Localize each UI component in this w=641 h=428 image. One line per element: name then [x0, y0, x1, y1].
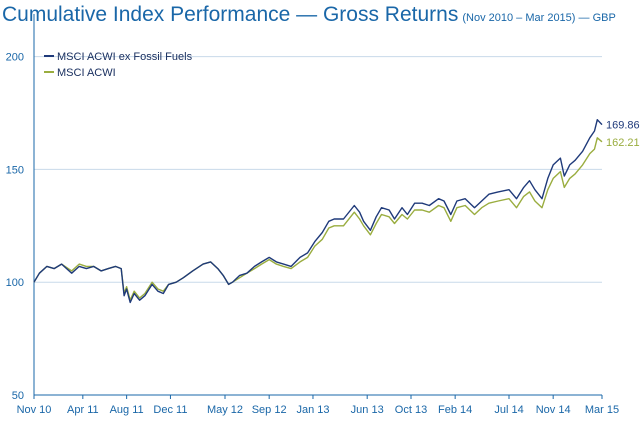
x-tick-label-10: Jul 14	[494, 404, 523, 416]
y-tick-label-1: 100	[6, 277, 24, 289]
x-tick-label-7: Jun 13	[351, 404, 384, 416]
x-tick-label-12: Mar 15	[585, 404, 619, 416]
series-lines	[33, 119, 603, 304]
y-tick-label-0: 50	[12, 390, 24, 402]
series-line-2	[33, 137, 603, 301]
x-tick-label-5: Sep 12	[252, 404, 287, 416]
end-labels: 169.86 162.21	[606, 120, 640, 149]
x-tick-label-2: Aug 11	[110, 404, 144, 416]
x-tick-label-11: Nov 14	[536, 404, 571, 416]
x-tick-label-1: Apr 11	[67, 404, 99, 416]
end-label-series-1: 169.86	[606, 120, 640, 132]
chart-title: Cumulative Index Performance — Gross Ret…	[2, 3, 459, 26]
legend-label-series-2: MSCI ACWI	[57, 67, 116, 79]
gridlines	[34, 56, 602, 283]
legend-label-series-1: MSCI ACWI ex Fossil Fuels	[57, 51, 193, 63]
y-tick-label-2: 150	[6, 164, 24, 176]
end-label-series-2: 162.21	[606, 137, 640, 149]
chart-subtitle: (Nov 2010 – Mar 2015) — GBP	[462, 12, 616, 24]
x-tick-label-9: Feb 14	[438, 404, 472, 416]
series-line-1	[33, 119, 603, 304]
x-tick-label-6: Jan 13	[296, 404, 329, 416]
legend: MSCI ACWI ex Fossil Fuels MSCI ACWI	[44, 51, 193, 79]
y-tick-label-3: 200	[6, 52, 24, 64]
x-tick-label-3: Dec 11	[153, 404, 187, 416]
x-tick-label-8: Oct 13	[395, 404, 427, 416]
axes: 50 100 150 200 Nov 10 Apr 11 Aug 11 Dec 11 May 1…	[6, 14, 619, 416]
chart-title-row: Cumulative Index Performance — Gross Ret…	[2, 3, 616, 27]
x-tick-label-4: May 12	[207, 404, 243, 416]
x-tick-label-0: Nov 10	[17, 404, 52, 416]
